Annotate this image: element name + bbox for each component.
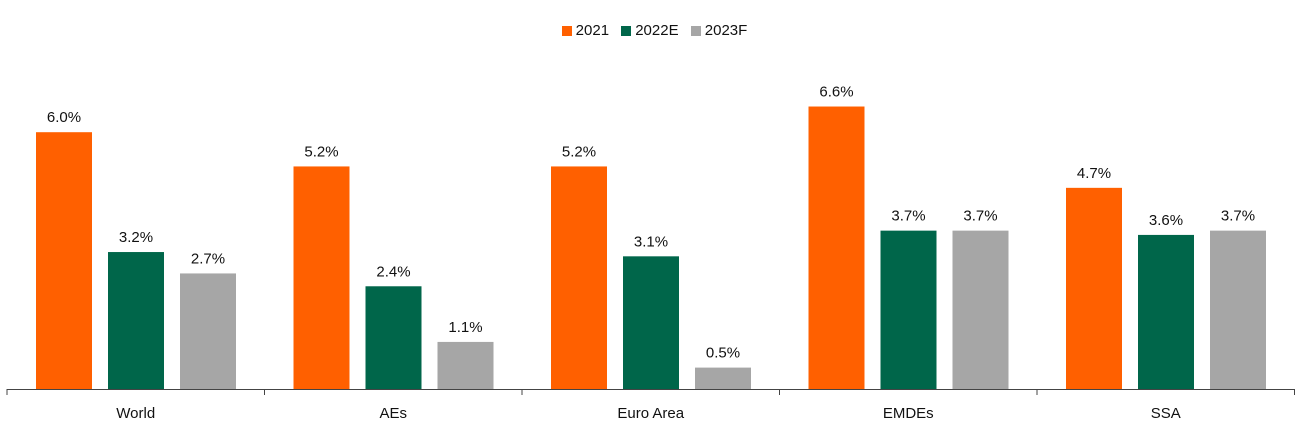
legend: 2021 2022E 2023F [0, 22, 1309, 40]
bar-ssa-2023f [1210, 230, 1266, 389]
data-label-aes-2021: 5.2% [304, 143, 338, 160]
data-label-ssa-2021: 4.7% [1077, 165, 1111, 182]
bar-euro-area-2021 [551, 166, 607, 389]
data-label-emdes-2023f: 3.7% [963, 208, 997, 225]
bar-euro-area-2023f [695, 367, 751, 389]
legend-swatch-2021 [561, 25, 572, 36]
data-label-aes-2023f: 1.1% [448, 319, 482, 336]
data-label-aes-2022e: 2.4% [376, 263, 410, 280]
data-label-emdes-2021: 6.6% [819, 84, 853, 101]
data-label-emdes-2022e: 3.7% [891, 208, 925, 225]
bar-world-2021 [36, 132, 92, 389]
category-label-emdes: EMDEs [883, 405, 934, 422]
bar-emdes-2023f [952, 230, 1009, 389]
legend-label-2023f: 2023F [704, 22, 748, 39]
data-label-euro-area-2023f: 0.5% [706, 345, 740, 362]
data-label-euro-area-2021: 5.2% [562, 143, 596, 160]
data-label-euro-area-2022e: 3.1% [634, 233, 668, 250]
legend-swatch-2022e [621, 25, 632, 36]
bar-aes-2021 [293, 166, 350, 389]
bar-emdes-2022e [880, 230, 937, 389]
bar-world-2023f [180, 273, 236, 389]
x-axis: World AEs Euro Area EMDEs SSA [6, 389, 1295, 422]
category-label-euro-area: Euro Area [617, 405, 684, 422]
bar-ssa-2021 [1066, 187, 1122, 389]
bar-world-2022e [108, 252, 164, 389]
legend-item-2022e: 2022E [621, 22, 679, 39]
legend-swatch-2023f [690, 25, 701, 36]
legend-label-2021: 2021 [575, 22, 610, 39]
category-label-ssa: SSA [1151, 405, 1181, 422]
legend-item-2021: 2021 [561, 22, 610, 39]
data-label-ssa-2023f: 3.7% [1221, 208, 1255, 225]
bar-ssa-2022e [1138, 234, 1194, 389]
bar-aes-2022e [365, 286, 422, 389]
legend-label-2022e: 2022E [635, 22, 679, 39]
data-label-ssa-2022e: 3.6% [1149, 212, 1183, 229]
category-label-aes: AEs [379, 405, 407, 422]
bar-euro-area-2022e [623, 256, 679, 389]
bar-aes-2023f [437, 341, 494, 389]
category-label-world: World [116, 405, 155, 422]
data-label-world-2023f: 2.7% [191, 250, 225, 267]
bar-emdes-2021 [808, 106, 865, 390]
data-label-world-2021: 6.0% [47, 109, 81, 126]
legend-item-2023f: 2023F [690, 22, 748, 39]
data-label-world-2022e: 3.2% [119, 229, 153, 246]
bars-group: 6.0% 3.2% 2.7% 5.2% 2.4% 1.1% 5.2% 3.1% 0.5% 6.6%… [36, 84, 1266, 390]
